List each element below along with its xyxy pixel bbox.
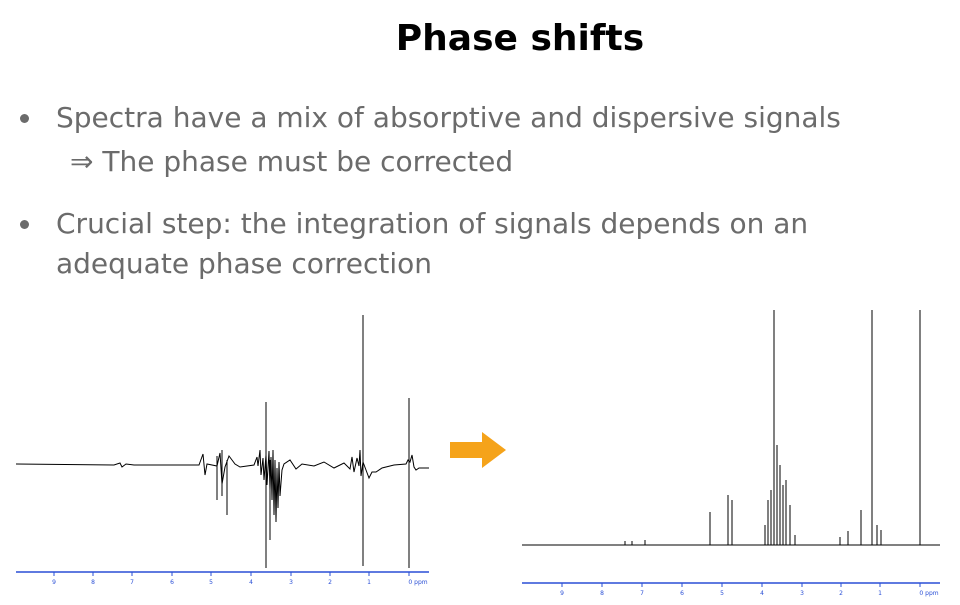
axis-tick-label: 4 bbox=[760, 590, 764, 597]
bullet-list: Spectra have a mix of absorptive and dis… bbox=[20, 98, 920, 284]
axis-tick-label: 7 bbox=[130, 579, 134, 586]
axis-tick-label: 8 bbox=[91, 579, 95, 586]
bullet-dot bbox=[20, 114, 29, 123]
axis-tick-label: 5 bbox=[720, 590, 724, 597]
axis-tick-label: 3 bbox=[800, 590, 804, 597]
spectrum-trace bbox=[15, 315, 429, 568]
axis-tick-label: 1 bbox=[878, 590, 882, 597]
axis-tick-label: 6 bbox=[680, 590, 684, 597]
axis-tick-label: 4 bbox=[249, 579, 253, 586]
bullet-text: Spectra have a mix of absorptive and dis… bbox=[56, 101, 841, 134]
bullet-text: Crucial step: the integration of signals… bbox=[56, 207, 809, 280]
uncorrected-spectrum: 9 8 7 6 5 4 3 2 1 0 ppm bbox=[15, 315, 429, 586]
axis-tick-label: 8 bbox=[600, 590, 604, 597]
axis-tick-label: 0 ppm bbox=[919, 590, 938, 597]
slide-title: Phase shifts bbox=[395, 18, 645, 59]
bullet-item: Spectra have a mix of absorptive and dis… bbox=[20, 98, 920, 138]
axis-tick-label: 9 bbox=[52, 579, 56, 586]
axis-tick-label: 9 bbox=[560, 590, 564, 597]
corrected-spectrum: 9 8 7 6 5 4 3 2 1 0 ppm bbox=[522, 310, 940, 597]
axis-tick-label: 2 bbox=[328, 579, 332, 586]
axis-tick-label: 2 bbox=[839, 590, 843, 597]
axis-tick-label: 3 bbox=[289, 579, 293, 586]
axis-tick-label: 5 bbox=[209, 579, 213, 586]
bullet-item: Crucial step: the integration of signals… bbox=[20, 204, 920, 284]
axis-tick-label: 7 bbox=[640, 590, 644, 597]
axis-tick-label: 1 bbox=[367, 579, 371, 586]
axis-tick-label: 0 ppm bbox=[408, 579, 427, 586]
bullet-subitem: ⇒ The phase must be corrected bbox=[70, 145, 514, 178]
bullet-dot bbox=[20, 220, 29, 229]
right-arrow-icon bbox=[450, 432, 506, 468]
ppm-axis: 9 8 7 6 5 4 3 2 1 0 ppm bbox=[16, 571, 429, 586]
ppm-axis: 9 8 7 6 5 4 3 2 1 0 ppm bbox=[522, 582, 940, 597]
spectrum-trace bbox=[522, 310, 940, 546]
axis-tick-label: 6 bbox=[170, 579, 174, 586]
